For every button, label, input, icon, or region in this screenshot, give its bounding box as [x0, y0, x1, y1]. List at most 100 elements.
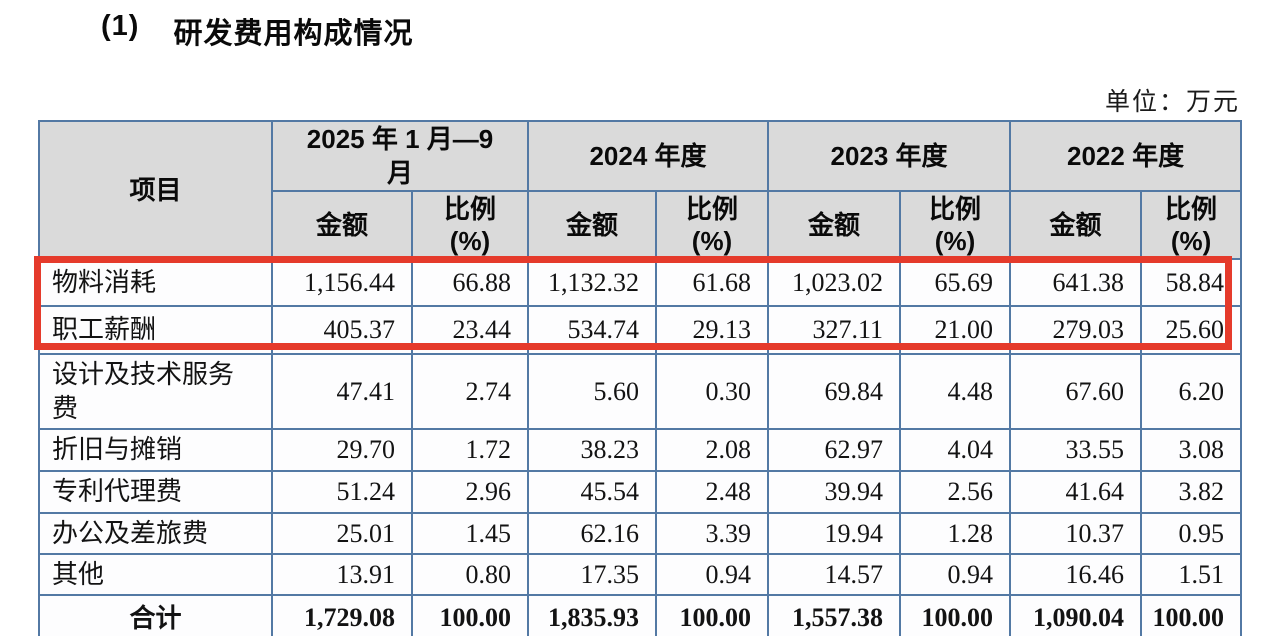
col-header-ratio-2023: 比例 (%)	[899, 190, 1012, 260]
table-row: 物料消耗 1,156.44 66.88 1,132.32 61.68 1,023.02 65…	[38, 258, 1243, 307]
cell-value: 69.84	[767, 353, 902, 430]
cell-value: 2.56	[899, 470, 1012, 514]
cell-value: 1,090.04	[1009, 594, 1143, 636]
cell-value: 100.00	[899, 594, 1012, 636]
col-header-ratio-2025: 比例 (%)	[411, 190, 529, 260]
cell-value: 534.74	[527, 305, 657, 355]
rd-expense-table: 项目 2025 年 1 月—9 月 2024 年度 2023 年度 2022 年…	[38, 120, 1243, 636]
cell-value: 1,557.38	[767, 594, 902, 636]
cell-value: 5.60	[527, 353, 657, 430]
ratio-label: 比例	[686, 194, 739, 224]
cell-value: 51.24	[271, 470, 413, 514]
cell-value: 19.94	[767, 512, 902, 555]
cell-value: 25.60	[1140, 305, 1243, 355]
cell-value: 1.45	[411, 512, 529, 555]
cell-value: 0.94	[899, 553, 1012, 596]
cell-value: 1.28	[899, 512, 1012, 555]
row-label: 专利代理费	[38, 470, 273, 514]
cell-value: 3.39	[654, 512, 770, 555]
table-row: 专利代理费 51.24 2.96 45.54 2.48 39.94 2.56 41.64 3.8…	[38, 470, 1243, 514]
cell-value: 47.41	[271, 353, 413, 430]
col-header-period-2024: 2024 年度	[526, 120, 770, 192]
table-row: 设计及技术服务费 47.41 2.74 5.60 0.30 69.84 4.48 67.60 6…	[38, 353, 1243, 430]
cell-value: 38.23	[527, 428, 657, 472]
cell-value: 1.72	[411, 428, 529, 472]
section-heading: 研发费用构成情况	[173, 18, 414, 50]
cell-value: 33.55	[1009, 428, 1143, 472]
cell-value: 39.94	[767, 470, 902, 514]
row-label: 物料消耗	[38, 258, 273, 307]
ratio-label: 比例	[443, 194, 496, 224]
cell-value: 65.69	[899, 258, 1012, 307]
header-subcolumn-row: 金额 比例 (%) 金额 比例 (%) 金额 比例 (%) 金额 比例	[39, 190, 1243, 260]
cell-value: 4.04	[899, 428, 1012, 472]
cell-value: 21.00	[899, 305, 1012, 355]
cell-value: 641.38	[1009, 258, 1143, 307]
cell-value: 1.51	[1140, 553, 1243, 596]
cell-value: 13.91	[271, 553, 413, 596]
cell-value: 4.48	[899, 353, 1012, 430]
cell-value: 2.74	[411, 353, 529, 430]
cell-value: 45.54	[527, 470, 657, 514]
ratio-percent-sign: (%)	[449, 226, 491, 256]
section-number: (1)	[101, 10, 140, 42]
ratio-percent-sign: (%)	[691, 226, 733, 256]
cell-value: 41.64	[1009, 470, 1143, 514]
section-title: (1) 研发费用构成情况	[101, 10, 413, 52]
table-row: 办公及差旅费 25.01 1.45 62.16 3.39 19.94 1.28 10.37 0.…	[38, 512, 1243, 555]
cell-value: 0.94	[654, 553, 770, 596]
cell-value: 2.48	[654, 470, 770, 514]
col-header-ratio-2022: 比例 (%)	[1140, 190, 1243, 260]
cell-value: 29.70	[271, 428, 413, 472]
cell-value: 0.30	[654, 353, 770, 430]
cell-value: 58.84	[1140, 258, 1243, 307]
row-label: 办公及差旅费	[38, 512, 273, 555]
cell-value: 279.03	[1009, 305, 1143, 355]
cell-value: 16.46	[1009, 553, 1143, 596]
table-row: 职工薪酬 405.37 23.44 534.74 29.13 327.11 21.00 279…	[38, 305, 1243, 355]
cell-value: 23.44	[411, 305, 529, 355]
col-header-item: 项目	[38, 120, 273, 260]
cell-value: 67.60	[1009, 353, 1143, 430]
cell-value: 61.68	[654, 258, 770, 307]
ratio-percent-sign: (%)	[1170, 226, 1212, 256]
ratio-label: 比例	[1165, 194, 1218, 224]
ratio-label: 比例	[929, 194, 982, 224]
cell-value: 100.00	[654, 594, 770, 636]
row-label: 设计及技术服务费	[38, 353, 273, 430]
ratio-percent-sign: (%)	[934, 226, 976, 256]
cell-value: 405.37	[271, 305, 413, 355]
cell-value: 2.96	[411, 470, 529, 514]
cell-value: 1,132.32	[527, 258, 657, 307]
row-label: 合计	[38, 594, 273, 636]
table-body: 物料消耗 1,156.44 66.88 1,132.32 61.68 1,023.02 65…	[38, 258, 1243, 636]
cell-value: 66.88	[411, 258, 529, 307]
cell-value: 0.95	[1140, 512, 1243, 555]
cell-value: 3.08	[1140, 428, 1243, 472]
cell-value: 6.20	[1140, 353, 1243, 430]
cell-value: 1,023.02	[767, 258, 902, 307]
cell-value: 25.01	[271, 512, 413, 555]
cell-value: 62.16	[527, 512, 657, 555]
total-row: 合计 1,729.08 100.00 1,835.93 100.00 1,557.38 10…	[38, 594, 1243, 636]
row-label: 职工薪酬	[38, 305, 273, 355]
cell-value: 0.80	[411, 553, 529, 596]
header-period-row: 项目 2025 年 1 月—9 月 2024 年度 2023 年度 2022 年…	[38, 120, 1243, 260]
cell-value: 17.35	[527, 553, 657, 596]
cell-value: 1,156.44	[271, 258, 413, 307]
table-header: 项目 2025 年 1 月—9 月 2024 年度 2023 年度 2022 年…	[38, 120, 1243, 260]
cell-value: 10.37	[1009, 512, 1143, 555]
cell-value: 1,835.93	[527, 594, 657, 636]
col-header-amount-2023: 金额	[767, 190, 902, 260]
unit-label: 单位：万元	[1104, 89, 1240, 116]
cell-value: 100.00	[411, 594, 529, 636]
col-header-ratio-2024: 比例 (%)	[654, 190, 770, 260]
cell-value: 100.00	[1140, 594, 1243, 636]
table-row: 折旧与摊销 29.70 1.72 38.23 2.08 62.97 4.04 33.55 3.0…	[38, 428, 1243, 472]
table-row: 其他 13.91 0.80 17.35 0.94 14.57 0.94 16.46 1.51	[38, 553, 1243, 596]
col-header-period-2025: 2025 年 1 月—9 月	[271, 120, 529, 192]
col-header-amount-2024: 金额	[527, 190, 657, 260]
col-header-amount-2022: 金额	[1009, 190, 1143, 260]
col-header-period-2023: 2023 年度	[767, 120, 1012, 192]
